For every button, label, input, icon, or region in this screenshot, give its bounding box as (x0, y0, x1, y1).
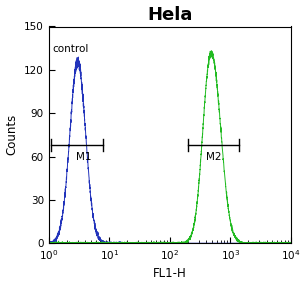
Y-axis label: Counts: Counts (6, 114, 19, 156)
X-axis label: FL1-H: FL1-H (153, 267, 187, 281)
Text: M2: M2 (206, 152, 221, 162)
Title: Hela: Hela (147, 5, 192, 23)
Text: control: control (52, 44, 89, 54)
Text: M1: M1 (76, 152, 92, 162)
